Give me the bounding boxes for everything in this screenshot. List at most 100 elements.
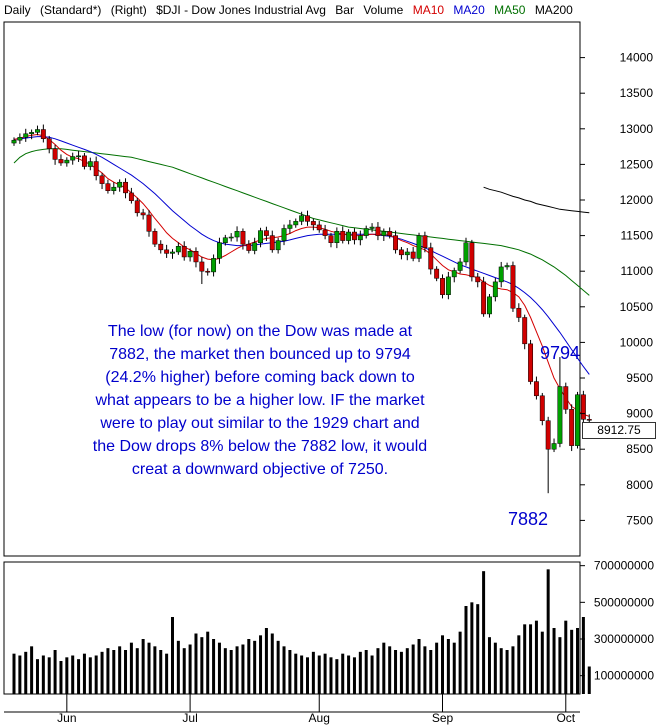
- volume-bar: [247, 639, 251, 694]
- price-tick-label: 14000: [620, 51, 654, 65]
- volume-bar: [341, 653, 345, 694]
- annotation-line: the Dow drops 8% below the 7882 low, it …: [92, 438, 428, 455]
- candle-body: [305, 215, 310, 222]
- candle-body: [93, 161, 99, 177]
- volume-bar: [217, 642, 221, 694]
- volume-bar: [534, 620, 538, 694]
- candle-body: [17, 137, 23, 141]
- candle-body: [146, 214, 152, 232]
- candle-body: [563, 386, 569, 410]
- candle-body: [387, 231, 393, 236]
- volume-bar: [505, 650, 509, 694]
- last-price-badge: 8912.75: [582, 422, 656, 439]
- candle-body: [428, 247, 434, 270]
- volume-bar: [317, 655, 321, 694]
- price-tick-label: 7500: [626, 513, 653, 527]
- style-label: (Standard*): [40, 3, 102, 17]
- candle-body: [316, 224, 322, 231]
- ma20-legend: MA20: [453, 3, 485, 17]
- price-tick-label: 9000: [626, 407, 653, 421]
- volume-bar: [552, 628, 556, 694]
- volume-bar: [523, 624, 527, 694]
- symbol-label: $DJI - Dow Jones Industrial Avg: [156, 3, 326, 17]
- candle-body: [416, 235, 422, 259]
- candle-body: [569, 409, 575, 446]
- candle-body: [134, 200, 140, 214]
- candle-body: [64, 159, 70, 164]
- candle-body: [469, 242, 475, 278]
- price-tick-label: 10500: [620, 300, 654, 314]
- volume-bar: [347, 655, 351, 694]
- volume-bar: [47, 657, 51, 694]
- candle-body: [29, 132, 35, 135]
- candle-body: [287, 224, 293, 229]
- volume-bar: [288, 650, 292, 694]
- candle-body: [434, 268, 440, 279]
- candle-body: [487, 296, 492, 315]
- candle-body: [275, 240, 281, 251]
- volume-bar: [476, 604, 480, 694]
- volume-bar: [276, 640, 280, 694]
- ma10-legend: MA10: [412, 3, 445, 17]
- volume-bar: [517, 635, 521, 694]
- volume-bar: [429, 650, 433, 694]
- volume-bar: [564, 620, 568, 694]
- date-tick-label: Sep: [432, 711, 454, 725]
- period-label: Daily: [4, 3, 31, 17]
- candle-body: [111, 186, 117, 191]
- annotation-line: what appears to be a higher low. IF the …: [95, 392, 425, 409]
- candle-body: [404, 251, 410, 256]
- volume-tick-label: 700000000: [594, 559, 654, 573]
- candle-body: [340, 231, 346, 241]
- volume-bar: [270, 633, 274, 694]
- volume-bar: [487, 637, 491, 694]
- candle-body: [457, 261, 463, 271]
- volume-bar: [35, 659, 39, 694]
- candle-body: [117, 181, 123, 188]
- candle-body: [140, 212, 146, 216]
- candle-body: [228, 236, 234, 239]
- volume-bar: [153, 646, 157, 694]
- candle-body: [199, 261, 205, 272]
- volume-bar: [65, 657, 69, 694]
- volume-bar: [253, 640, 257, 694]
- candle-body: [170, 251, 175, 254]
- volume-bar: [558, 637, 562, 694]
- ma200-line: [483, 186, 590, 214]
- volume-bar: [159, 650, 163, 694]
- volume-bar: [30, 646, 34, 694]
- volume-bar: [546, 569, 550, 694]
- candle-body: [369, 226, 375, 229]
- candle-body: [463, 242, 469, 263]
- candle-body: [187, 251, 193, 258]
- volume-bar: [112, 650, 116, 694]
- volume-bar: [176, 640, 180, 694]
- annotation-line: (24.2% higher) before coming back down t…: [105, 369, 415, 386]
- candle-body: [52, 148, 58, 160]
- candle-body: [70, 156, 76, 161]
- volume-bar: [417, 639, 421, 694]
- volume-bar: [165, 653, 169, 694]
- candle-body: [181, 246, 187, 258]
- volume-bar: [106, 648, 110, 694]
- volume-bar: [118, 646, 122, 694]
- candle-body: [398, 249, 404, 256]
- candle-body: [128, 192, 134, 201]
- candle-body: [76, 155, 82, 158]
- candle-body: [357, 235, 363, 241]
- candle-body: [510, 265, 516, 309]
- volume-bar: [405, 648, 409, 694]
- price-tick-label: 9500: [626, 371, 653, 385]
- analysis-annotation: The low (for now) on the Dow was made at…: [40, 320, 480, 481]
- price-tick-label: 11000: [621, 264, 654, 278]
- volume-bar: [212, 639, 216, 694]
- candle-body: [504, 265, 510, 268]
- candle-body: [475, 276, 481, 283]
- volume-bar: [394, 650, 398, 694]
- axis-side-label: (Right): [110, 3, 147, 17]
- candle-body: [539, 395, 545, 421]
- date-tick-label: Jul: [182, 711, 197, 725]
- volume-bar: [41, 655, 45, 694]
- candle-body: [481, 281, 487, 315]
- price-tick-label: 12000: [620, 193, 654, 207]
